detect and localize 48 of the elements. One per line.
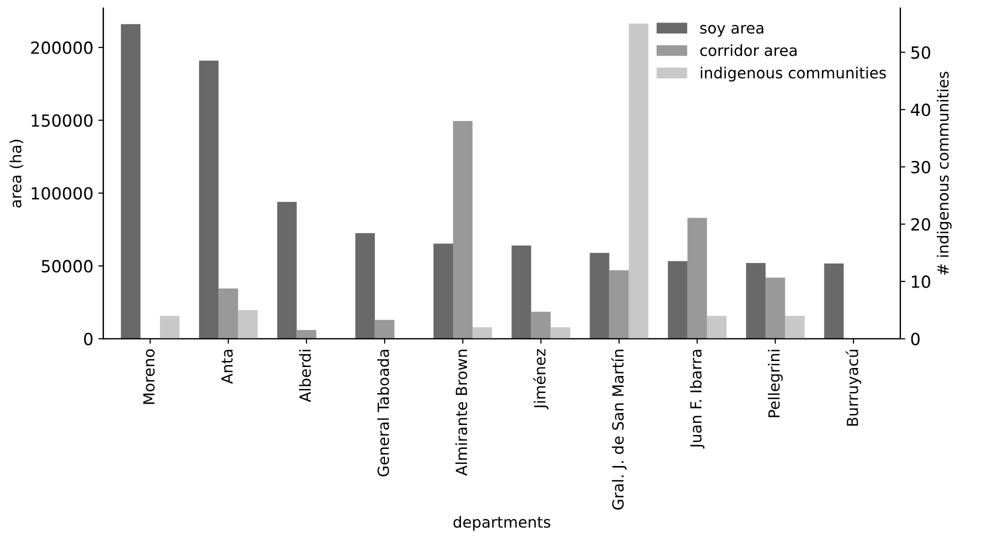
x-tick-label: Almirante Brown xyxy=(455,350,468,476)
bar xyxy=(687,218,707,339)
x-tick-label: Pellegrini xyxy=(768,350,783,418)
bar xyxy=(746,263,766,339)
x-tick-label: General Taboada xyxy=(377,350,390,476)
x-axis-title: departments xyxy=(454,516,550,531)
y-tick-label: 150000 xyxy=(32,114,92,127)
x-tick-label: Jiménez xyxy=(533,349,548,410)
bar xyxy=(433,244,453,339)
y2-tick-label: 30 xyxy=(911,160,930,174)
bar xyxy=(590,252,610,339)
bar xyxy=(355,233,375,339)
bar xyxy=(628,24,648,339)
legend-label: corridor area xyxy=(700,44,797,56)
bar xyxy=(531,312,551,339)
x-tick-label: Juan F. Ibarra xyxy=(690,350,704,449)
y2-tick-label: 50 xyxy=(911,46,930,59)
x-tick-label: Alberdi xyxy=(299,350,311,402)
y2-tick-label: 40 xyxy=(910,104,930,116)
bar xyxy=(296,330,316,339)
bar xyxy=(706,316,726,339)
y2-tick-label: 0 xyxy=(911,332,920,346)
y2-tick-label: 20 xyxy=(911,218,930,231)
legend-label: soy area xyxy=(700,24,764,37)
bar xyxy=(512,246,532,339)
bar xyxy=(199,60,219,339)
x-tick-label: Moreno xyxy=(143,349,155,404)
y2-axis-title: # indigenous communities xyxy=(936,72,952,275)
legend-label: indigenous communities xyxy=(700,66,886,82)
bar xyxy=(374,320,394,339)
y-tick-label: 0 xyxy=(84,332,92,346)
x-tick-label: Gral. J. de San Martín xyxy=(611,350,627,510)
x-tick-label: Anta xyxy=(221,350,233,384)
bar xyxy=(472,327,492,339)
y2-tick-label: 10 xyxy=(912,275,930,288)
y-tick-label: 200000 xyxy=(31,41,92,54)
bar xyxy=(824,263,844,339)
bar xyxy=(609,270,629,339)
bar xyxy=(453,121,473,339)
x-tick-label: Burruyacú xyxy=(846,350,862,426)
y-tick-label: 50000 xyxy=(42,260,92,272)
y-axis-title: area (ha) xyxy=(10,140,24,208)
bar xyxy=(120,24,140,339)
bar xyxy=(668,261,688,339)
y-tick-label: 100000 xyxy=(32,187,92,200)
bar xyxy=(160,316,180,339)
bar xyxy=(277,202,297,339)
bar xyxy=(766,278,786,339)
